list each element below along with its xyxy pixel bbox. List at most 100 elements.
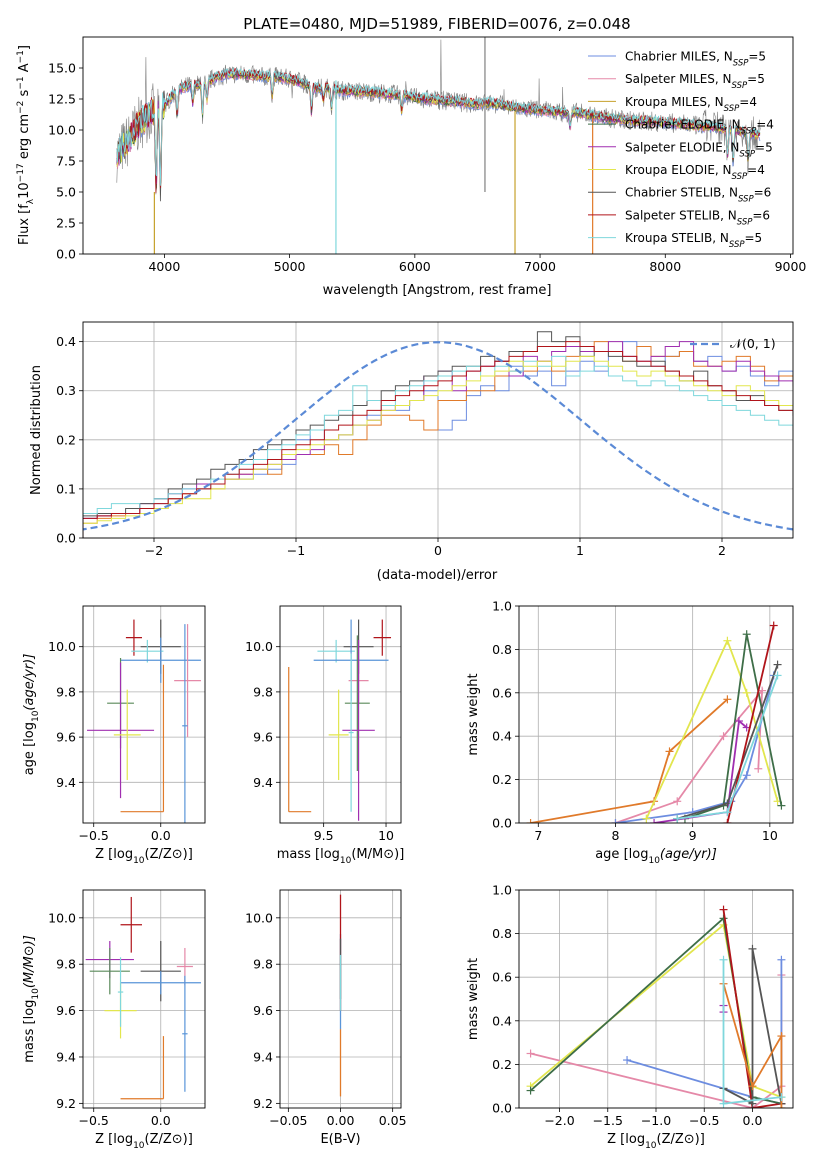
normal-curve	[83, 341, 793, 531]
label-span: =5	[747, 72, 765, 86]
label-span: =5	[755, 140, 773, 154]
label-span: Kroupa STELIB, N	[625, 231, 729, 245]
label-span: Flux [f	[17, 204, 32, 245]
y-tick-label: 0.8	[492, 926, 512, 941]
label-span: mass weight	[466, 958, 481, 1040]
mass-weight-line	[722, 909, 782, 1108]
label-span: −1	[16, 76, 26, 89]
plot-area	[85, 896, 201, 1100]
residual-histogram-step	[83, 355, 793, 538]
label-span: SSP	[737, 217, 753, 227]
residual-histogram-step	[83, 355, 793, 538]
label-span: SSP	[724, 104, 740, 114]
label-span: 10	[340, 856, 352, 866]
mass-weight-line	[645, 638, 779, 820]
label-span: 10	[133, 856, 145, 866]
label-span: =6	[754, 186, 772, 200]
label-span: mass [log	[277, 847, 340, 862]
y-tick-label: 9.8	[253, 684, 273, 699]
label-span: Chabrier MILES, N	[625, 50, 733, 64]
plot-area	[83, 331, 793, 538]
label-span: s	[17, 89, 32, 100]
x-tick-label: −2	[145, 543, 163, 558]
label-span: A	[17, 63, 32, 76]
label-span: =5	[745, 231, 763, 245]
mass-weight-line	[684, 634, 783, 820]
mass-vs-ebv-panel: −0.05 0.00 0.05 9.2 9.4 9.6 9.8 10.0 E(B-V)	[245, 889, 407, 1147]
legend-label: Salpeter ELODIE, NSSP=5	[625, 140, 773, 159]
y-axis-label: mass [log10(M/M⊙)]	[22, 935, 41, 1063]
y-tick-label: 9.8	[253, 957, 273, 972]
label-span: (M/M⊙)]	[351, 847, 404, 862]
x-axis-label: Z [log10(Z/Z⊙)]	[95, 1132, 193, 1151]
label-span: Z [log	[607, 1132, 645, 1147]
label-span: SSP	[739, 149, 755, 159]
plot-area	[288, 619, 392, 821]
x-axis-label: Z [log10(Z/Z⊙)]	[607, 1132, 705, 1151]
y-tick-label: 7.5	[56, 154, 76, 169]
label-span: =4	[756, 118, 774, 132]
x-tick-label: 0.0	[151, 1113, 171, 1128]
x-tick-label: 4000	[148, 259, 180, 274]
label-span: SSP	[733, 59, 749, 69]
x-axis-label: age [log10(age/yr)]	[595, 847, 717, 866]
axes-frame	[518, 605, 794, 824]
x-tick-label: 9000	[775, 259, 807, 274]
y-tick-label: 0.2	[492, 772, 512, 787]
plot-area	[116, 37, 761, 254]
residual-histogram-step	[83, 331, 793, 538]
label-span: =4	[747, 163, 765, 177]
legend-label: Chabrier MILES, NSSP=5	[625, 50, 766, 69]
label-span: Chabrier ELODIE, N	[625, 118, 741, 132]
label-span: (Z/Z⊙)]	[145, 847, 193, 862]
legend-label: Salpeter STELIB, NSSP=6	[625, 208, 770, 227]
label-span: =6	[752, 208, 770, 222]
x-axis-label: (data-model)/error	[377, 568, 498, 583]
x-tick-label: 9.5	[314, 828, 334, 843]
y-tick-label: 0.6	[492, 685, 512, 700]
axes-frame	[82, 36, 794, 255]
y-tick-label: 0.6	[492, 970, 512, 985]
y-tick-label: 15.0	[48, 61, 76, 76]
label-span: Kroupa ELODIE, N	[625, 163, 732, 177]
legend-label: Chabrier ELODIE, NSSP=4	[625, 118, 774, 137]
y-tick-label: 9.2	[253, 1096, 273, 1111]
label-span: 10	[645, 1141, 657, 1151]
x-tick-label: 8	[612, 828, 620, 843]
x-tick-label: 10	[378, 828, 394, 843]
label-span: mass [log	[22, 1000, 37, 1063]
residuals-histogram-panel: −2 −1 0 1 2 0.0 0.1 0.2 0.3 0.4 𝒩(0, 1) (data-model…	[29, 321, 794, 583]
label-span: −17	[16, 163, 26, 182]
x-tick-label: −0.5	[79, 1113, 109, 1128]
label-span: 10	[133, 1141, 145, 1151]
label-span: Z [log	[95, 847, 133, 862]
y-tick-label: 0.0	[56, 247, 76, 262]
legend-label: Kroupa MILES, NSSP=4	[625, 95, 757, 114]
x-tick-label: −1.5	[593, 1113, 623, 1128]
legend-label: Salpeter MILES, NSSP=5	[625, 72, 765, 91]
x-tick-label: 1	[576, 543, 584, 558]
model-spectrum-line	[116, 69, 761, 202]
y-tick-label: 9.6	[56, 730, 76, 745]
legend-label: Kroupa STELIB, NSSP=5	[625, 231, 762, 250]
label-span: 10	[17, 182, 32, 199]
plot-area	[526, 905, 786, 1108]
y-tick-label: 2.5	[56, 216, 76, 231]
x-tick-label: 0.05	[379, 1113, 407, 1128]
figure-title: PLATE=0480, MJD=51989, FIBERID=0076, z=0…	[243, 15, 630, 33]
label-span: 10	[648, 856, 660, 866]
y-tick-label: 0.1	[56, 481, 76, 496]
x-axis-label: E(B-V)	[320, 1132, 360, 1147]
x-axis-label: Z [log10(Z/Z⊙)]	[95, 847, 193, 866]
label-span: =4	[739, 95, 757, 109]
y-tick-label: 10.0	[245, 639, 273, 654]
label-span: Salpeter ELODIE, N	[625, 140, 739, 154]
label-span: SSP	[732, 172, 748, 182]
axes-frame	[518, 889, 794, 1109]
y-tick-label: 9.6	[56, 1003, 76, 1018]
label-span: age [log	[595, 847, 648, 862]
label-span: (age/yr)]	[22, 654, 37, 711]
label-span: −1	[16, 50, 26, 63]
